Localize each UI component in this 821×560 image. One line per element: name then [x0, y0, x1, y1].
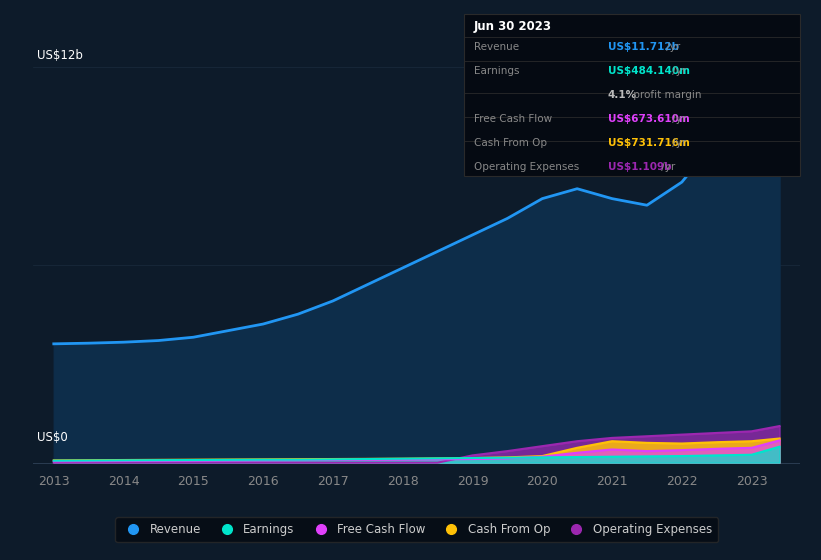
Text: 4.1%: 4.1%: [608, 90, 636, 100]
Text: Revenue: Revenue: [474, 42, 519, 52]
Text: profit margin: profit margin: [630, 90, 701, 100]
Text: US$11.712b: US$11.712b: [608, 42, 679, 52]
Text: US$673.610m: US$673.610m: [608, 114, 690, 124]
Text: US$1.109b: US$1.109b: [608, 162, 671, 172]
Text: Jun 30 2023: Jun 30 2023: [474, 20, 552, 33]
Text: US$731.716m: US$731.716m: [608, 138, 690, 148]
Text: US$484.140m: US$484.140m: [608, 66, 690, 76]
Text: Cash From Op: Cash From Op: [474, 138, 547, 148]
Text: /yr: /yr: [658, 162, 675, 172]
Text: /yr: /yr: [669, 114, 686, 124]
Text: Operating Expenses: Operating Expenses: [474, 162, 579, 172]
Text: Free Cash Flow: Free Cash Flow: [474, 114, 552, 124]
Text: /yr: /yr: [669, 138, 686, 148]
Text: US$0: US$0: [37, 431, 67, 444]
Text: US$12b: US$12b: [37, 49, 83, 62]
Text: /yr: /yr: [669, 66, 686, 76]
Text: Earnings: Earnings: [474, 66, 519, 76]
Text: /yr: /yr: [663, 42, 681, 52]
Legend: Revenue, Earnings, Free Cash Flow, Cash From Op, Operating Expenses: Revenue, Earnings, Free Cash Flow, Cash …: [115, 517, 718, 542]
